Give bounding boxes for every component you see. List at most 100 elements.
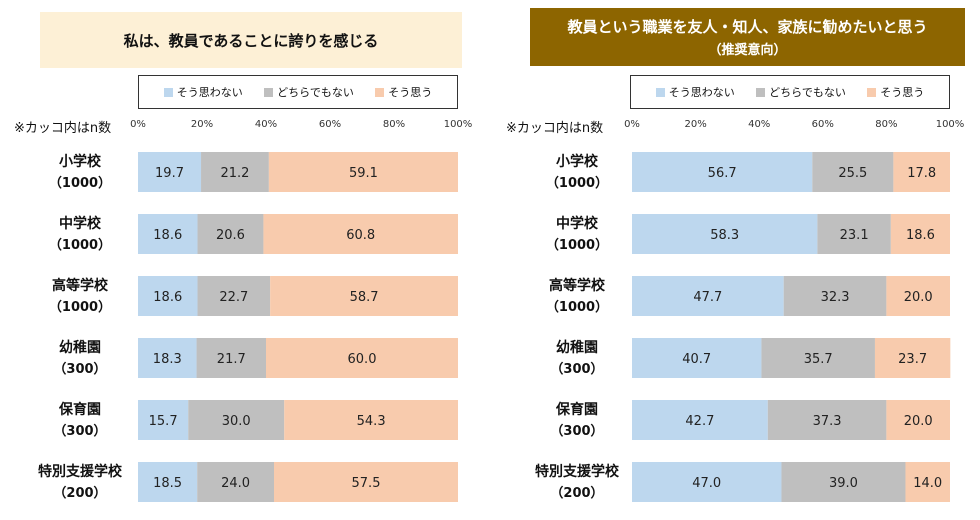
data-label-agree: 58.7 xyxy=(350,290,379,305)
bar-segment-agree xyxy=(268,152,458,192)
bar-segment-agree xyxy=(266,338,458,378)
legend-swatch-disagree xyxy=(163,87,173,97)
x-tick-label: 80% xyxy=(383,119,405,130)
legend-item-neutral: どちらでもない xyxy=(756,84,846,100)
data-label-disagree: 47.7 xyxy=(693,290,722,305)
data-label-neutral: 21.2 xyxy=(220,166,249,181)
bar-segment-disagree xyxy=(632,152,813,192)
legend-item-agree: そう思う xyxy=(867,84,924,100)
data-label-neutral: 23.1 xyxy=(840,228,869,243)
category-n-label: （1000） xyxy=(49,237,111,253)
bar-segment-disagree xyxy=(138,276,198,316)
legend-right: そう思わない どちらでもない そう思う xyxy=(630,75,950,109)
legend-left: そう思わない どちらでもない そう思う xyxy=(138,75,458,109)
legend-swatch-agree xyxy=(375,87,385,97)
x-tick-label: 100% xyxy=(936,119,965,130)
data-label-neutral: 20.6 xyxy=(216,228,245,243)
category-label: 高等学校 xyxy=(549,277,606,294)
data-label-disagree: 19.7 xyxy=(155,166,184,181)
bar-segment-neutral xyxy=(197,276,271,316)
x-tick-label: 100% xyxy=(444,119,473,130)
category-n-label: （1000） xyxy=(546,237,608,253)
bar-segment-agree xyxy=(905,462,950,502)
category-n-label: （1000） xyxy=(546,175,608,191)
chart-title-pride-text: 私は、教員であることに誇りを感じる xyxy=(123,31,379,50)
category-label: 中学校 xyxy=(556,215,599,232)
bar-segment-neutral xyxy=(781,462,906,502)
legend-swatch-disagree xyxy=(655,87,665,97)
bar-segment-agree xyxy=(893,152,950,192)
x-tick-label: 60% xyxy=(812,119,834,130)
x-tick-label: 20% xyxy=(191,119,213,130)
legend-label-neutral: どちらでもない xyxy=(769,86,846,99)
data-label-neutral: 30.0 xyxy=(222,414,251,429)
legend-label-disagree: そう思わない xyxy=(176,86,243,99)
data-label-neutral: 37.3 xyxy=(813,414,842,429)
bar-segment-agree xyxy=(274,462,458,502)
bar-segment-agree xyxy=(886,276,950,316)
bar-segment-neutral xyxy=(767,400,887,440)
data-label-disagree: 40.7 xyxy=(682,352,711,367)
bar-segment-agree xyxy=(874,338,951,378)
legend-swatch-neutral xyxy=(264,87,274,97)
bar-segment-agree xyxy=(890,214,950,254)
data-label-agree: 18.6 xyxy=(906,228,935,243)
category-n-label: （300） xyxy=(550,361,603,377)
bar-segment-neutral xyxy=(761,338,875,378)
legend-label-disagree: そう思わない xyxy=(668,86,735,99)
bar-segment-neutral xyxy=(201,152,269,192)
data-label-agree: 14.0 xyxy=(913,476,942,491)
data-label-disagree: 47.0 xyxy=(692,476,721,491)
category-n-label: （200） xyxy=(550,485,603,501)
chart-title-pride: 私は、教員であることに誇りを感じる xyxy=(40,12,462,68)
category-label: 特別支援学校 xyxy=(535,463,620,480)
chart-title-recommend: 教員という職業を友人・知人、家族に勧めたいと思う （推奨意向） xyxy=(530,8,965,66)
sample-size-note-left: ※カッコ内はn数 xyxy=(14,121,112,136)
data-label-agree: 17.8 xyxy=(907,166,936,181)
x-tick-label: 40% xyxy=(748,119,770,130)
data-label-neutral: 24.0 xyxy=(221,476,250,491)
bar-segment-agree xyxy=(886,400,950,440)
category-label: 小学校 xyxy=(59,153,102,170)
bar-segment-neutral xyxy=(812,152,894,192)
data-label-disagree: 15.7 xyxy=(149,414,178,429)
bar-segment-agree xyxy=(270,276,458,316)
x-tick-label: 40% xyxy=(255,119,277,130)
sample-size-note-right: ※カッコ内はn数 xyxy=(506,121,604,136)
bar-segment-disagree xyxy=(138,214,198,254)
category-label: 高等学校 xyxy=(52,277,109,294)
bar-segment-neutral xyxy=(197,462,274,502)
x-tick-label: 80% xyxy=(875,119,897,130)
data-label-agree: 60.0 xyxy=(348,352,377,367)
category-n-label: （300） xyxy=(53,361,106,377)
category-label: 小学校 xyxy=(556,153,599,170)
bar-segment-disagree xyxy=(138,400,189,440)
x-tick-label: 20% xyxy=(684,119,706,130)
bar-segment-disagree xyxy=(632,276,784,316)
x-tick-label: 0% xyxy=(624,119,640,130)
bar-segment-neutral xyxy=(196,338,266,378)
data-label-agree: 20.0 xyxy=(904,290,933,305)
data-label-agree: 20.0 xyxy=(904,414,933,429)
bar-segment-disagree xyxy=(632,214,818,254)
bar-segment-disagree xyxy=(632,400,768,440)
bar-segment-agree xyxy=(263,214,458,254)
category-n-label: （1000） xyxy=(49,299,111,315)
data-label-disagree: 18.6 xyxy=(153,290,182,305)
bar-segment-agree xyxy=(284,400,458,440)
data-label-agree: 54.3 xyxy=(357,414,386,429)
data-label-disagree: 18.3 xyxy=(153,352,182,367)
legend-swatch-agree xyxy=(867,87,877,97)
data-label-neutral: 21.7 xyxy=(217,352,246,367)
bar-segment-disagree xyxy=(138,462,198,502)
legend-item-neutral: どちらでもない xyxy=(264,84,354,100)
bar-segment-disagree xyxy=(138,338,197,378)
category-n-label: （300） xyxy=(550,423,603,439)
data-label-neutral: 39.0 xyxy=(829,476,858,491)
data-label-disagree: 56.7 xyxy=(708,166,737,181)
legend-label-agree: そう思う xyxy=(388,86,433,99)
bar-segment-neutral xyxy=(188,400,285,440)
data-label-disagree: 18.5 xyxy=(153,476,182,491)
x-tick-label: 60% xyxy=(319,119,341,130)
